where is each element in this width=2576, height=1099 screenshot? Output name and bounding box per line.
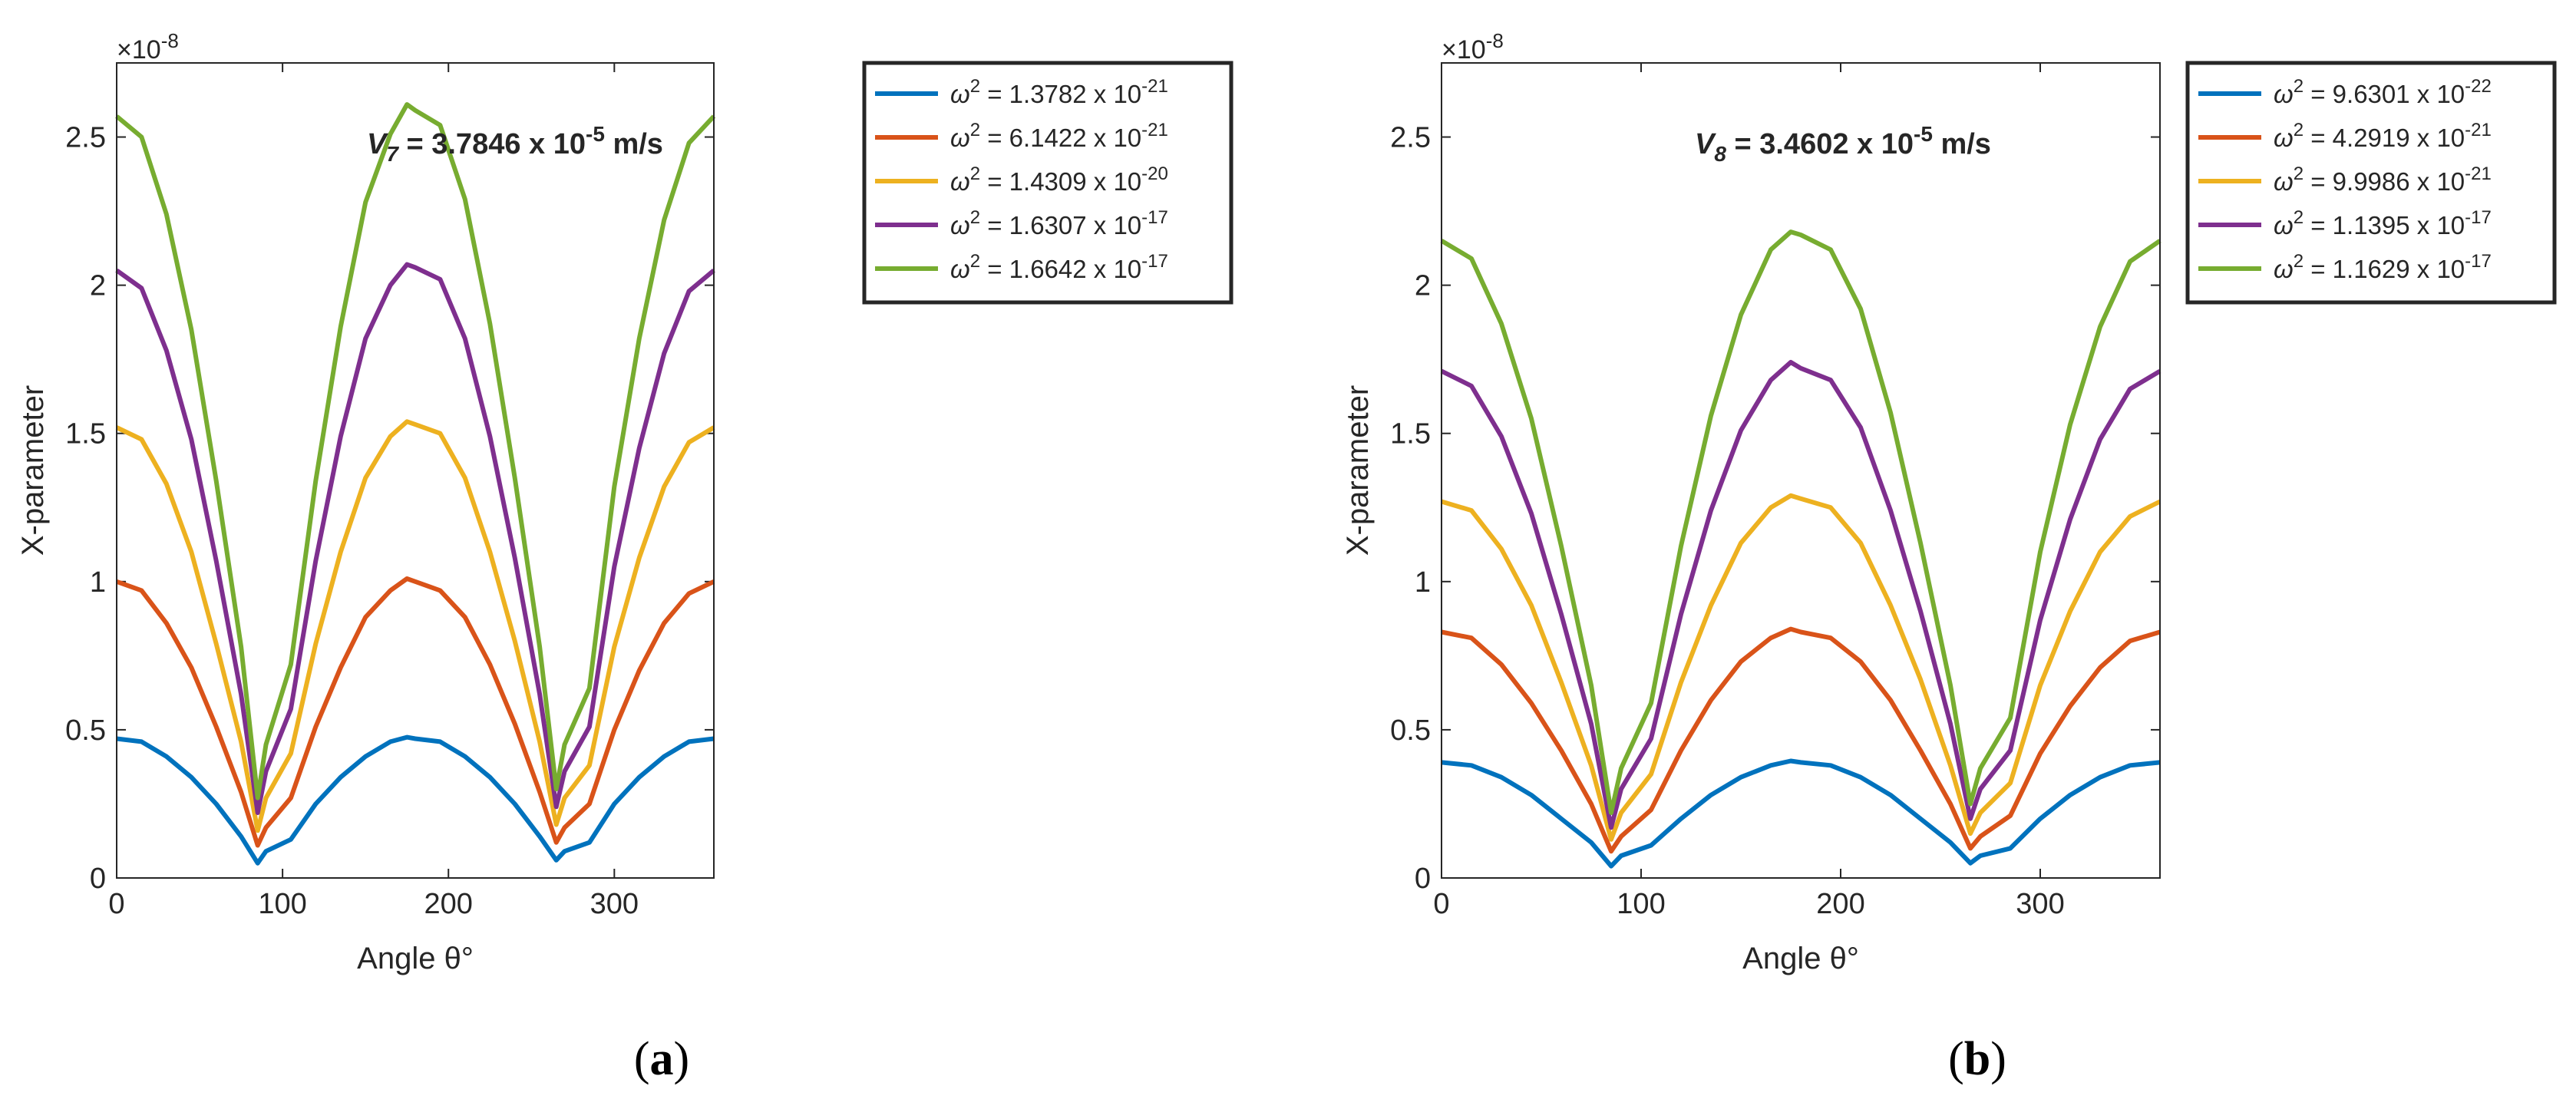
legend-entry-4: ω2 = 1.6307 x 10-17 xyxy=(950,207,1168,239)
series-line-2 xyxy=(115,576,715,848)
annotation-b: V8 = 3.4602 x 10-5 m/s xyxy=(1695,122,1991,166)
annotation-a: V7 = 3.7846 x 10-5 m/s xyxy=(367,122,663,166)
series-line-5 xyxy=(115,102,716,800)
x-tick-label: 0 xyxy=(1433,888,1449,920)
legend-entry-2: ω2 = 4.2919 x 10-21 xyxy=(2274,120,2492,152)
y-tick-label: 0.5 xyxy=(65,715,106,747)
legend-a: ω2 = 1.3782 x 10-21 ω2 = 6.1422 x 10-21 ω2… xyxy=(862,61,1234,305)
x-tick-label: 300 xyxy=(2016,888,2064,920)
x-axis-label-a: Angle θ° xyxy=(357,942,474,975)
series-line-1 xyxy=(116,734,715,866)
caption-b: (b) xyxy=(1948,1033,2006,1085)
legend-entry-4: ω2 = 1.1395 x 10-17 xyxy=(2274,207,2492,239)
legend-entry-5: ω2 = 1.1629 x 10-17 xyxy=(2274,251,2492,283)
y-tick-label: 2.5 xyxy=(65,122,106,154)
exponent-label-b: ×10-8 xyxy=(1442,29,1504,64)
x-tick-label: 200 xyxy=(1816,888,1864,920)
series-line-3 xyxy=(115,419,715,833)
legend-entry-1: ω2 = 1.3782 x 10-21 xyxy=(950,76,1168,108)
axes-box-a xyxy=(116,62,715,879)
y-tick-label: 1.5 xyxy=(65,418,106,450)
y-tick-label: 1 xyxy=(90,566,106,599)
x-tick-label: 100 xyxy=(1617,888,1665,920)
series-line-3 xyxy=(1441,493,2162,842)
series-line-4 xyxy=(115,262,715,815)
series-line-2 xyxy=(1441,626,2161,854)
axes-box-b xyxy=(1441,62,2161,879)
series-line-1 xyxy=(1441,758,2161,869)
y-tick-label: 1 xyxy=(1415,566,1431,599)
y-tick-label: 0 xyxy=(1415,863,1431,895)
x-tick-label: 200 xyxy=(424,888,473,920)
legend-b: ω2 = 9.6301 x 10-22 ω2 = 4.2919 x 10-21 ω2… xyxy=(2185,61,2557,305)
y-tick-label: 0 xyxy=(90,863,106,895)
panel-a: ×10-8 0 0.5 1 1.5 2 2.5 0 100 200 300 V7 = 3.784… xyxy=(16,29,1234,1085)
x-tick-label: 300 xyxy=(590,888,639,920)
series-line-5 xyxy=(1440,229,2162,815)
y-axis-label-a: X-parameter xyxy=(16,385,50,556)
y-axis-label-b: X-parameter xyxy=(1341,385,1375,556)
x-tick-label: 100 xyxy=(258,888,306,920)
caption-a: (a) xyxy=(634,1033,689,1085)
legend-entry-2: ω2 = 6.1422 x 10-21 xyxy=(950,120,1168,152)
legend-entry-3: ω2 = 1.4309 x 10-20 xyxy=(950,163,1168,196)
y-tick-label: 0.5 xyxy=(1390,715,1431,747)
exponent-label-a: ×10-8 xyxy=(117,29,179,64)
y-tick-label: 1.5 xyxy=(1390,418,1431,450)
series-line-4 xyxy=(1440,360,2162,830)
panel-b: ×10-8 0 0.5 1 1.5 2 2.5 0 100 200 300 V8 = 3.460… xyxy=(1341,29,2557,1085)
y-tick-label: 2.5 xyxy=(1390,122,1431,154)
x-axis-label-b: Angle θ° xyxy=(1742,942,1859,975)
y-tick-label: 2 xyxy=(90,270,106,302)
legend-entry-1: ω2 = 9.6301 x 10-22 xyxy=(2274,76,2492,108)
y-tick-label: 2 xyxy=(1415,270,1431,302)
legend-entry-3: ω2 = 9.9986 x 10-21 xyxy=(2274,163,2492,196)
legend-entry-5: ω2 = 1.6642 x 10-17 xyxy=(950,251,1168,283)
x-tick-label: 0 xyxy=(108,888,124,920)
